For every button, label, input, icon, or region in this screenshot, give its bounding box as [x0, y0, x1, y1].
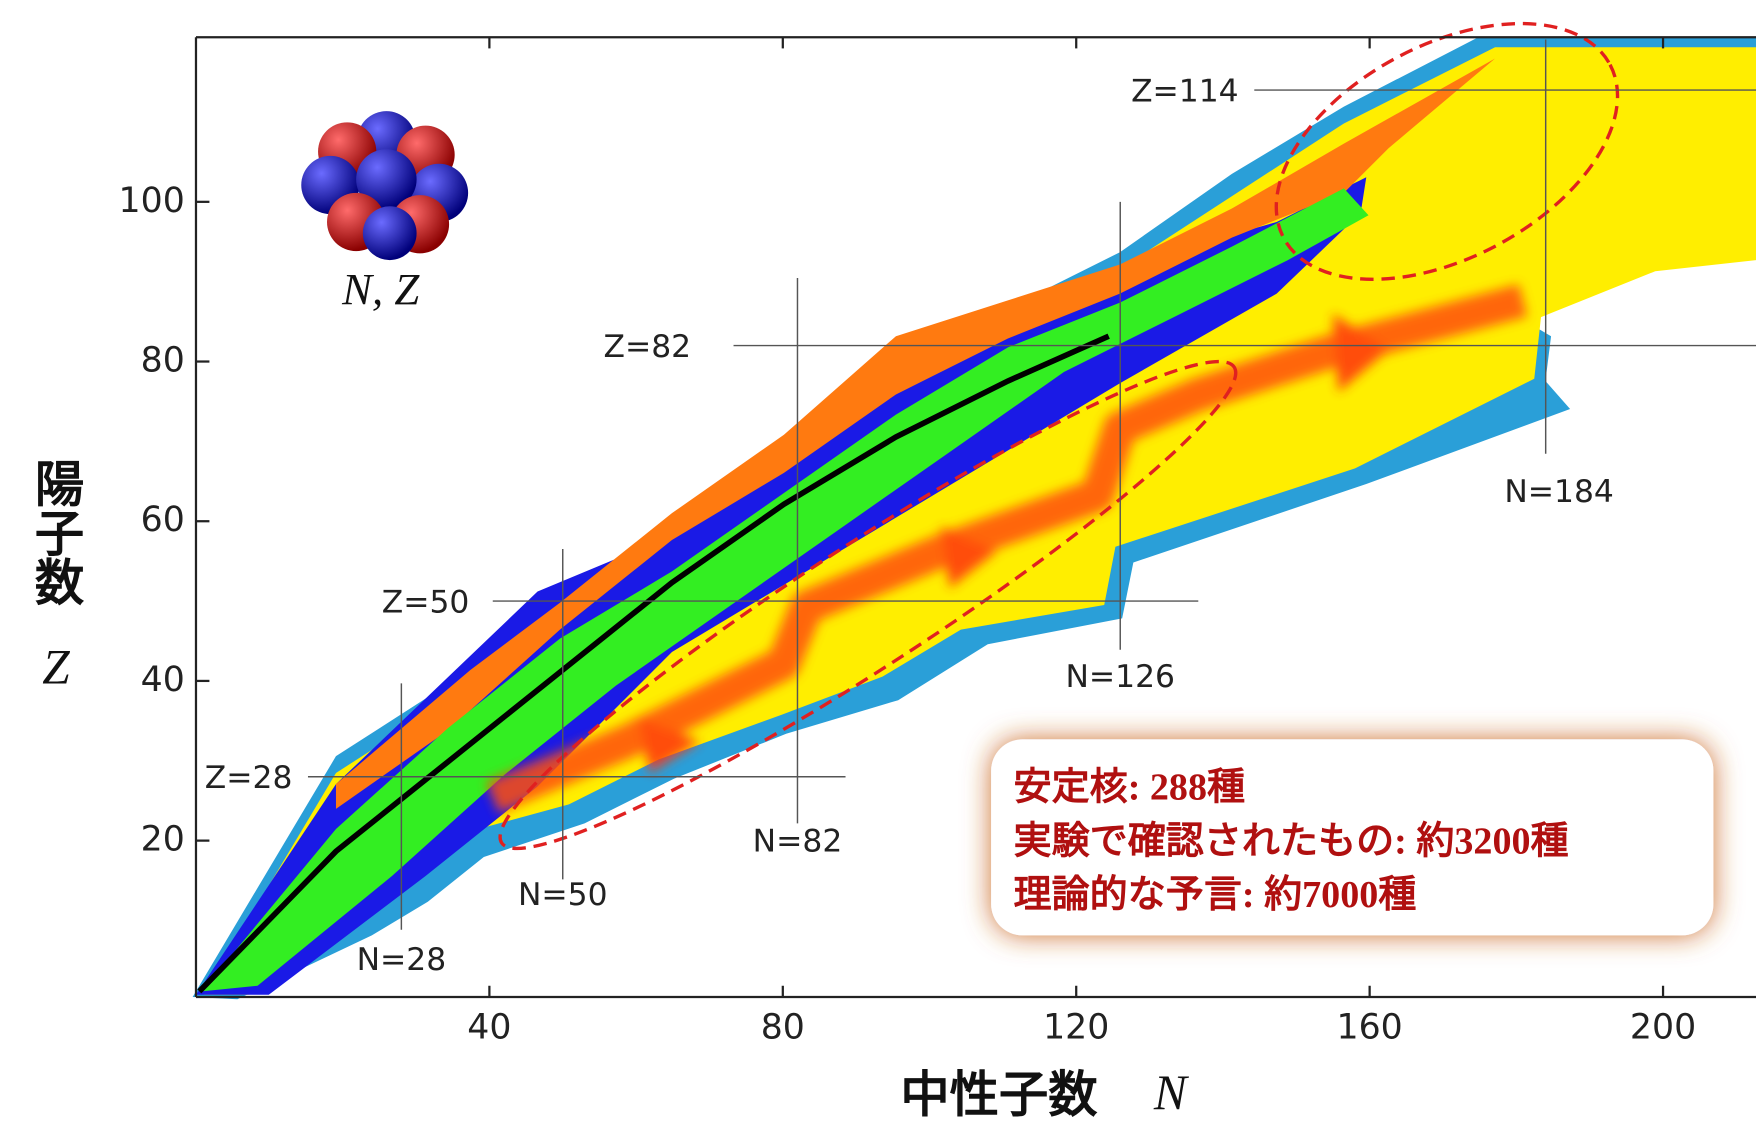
y-tick-label: 60 [141, 500, 185, 540]
x-axis-symbol: N [1153, 1065, 1190, 1120]
note-box: 安定核: 288種 実験で確認されたもの: 約3200種 理論的な予言: 約70… [991, 739, 1713, 935]
magic-label: N=50 [518, 877, 608, 913]
magic-label: Z=28 [205, 760, 293, 796]
chart: N, Z 陽子数 Z 中性子数 N 安定核: 288種 実験で確認されたもの: … [0, 0, 1756, 1126]
x-tick-label: 200 [1630, 1007, 1696, 1047]
magic-label: Z=114 [1131, 73, 1239, 109]
nucleus-icon [301, 111, 468, 260]
magic-label: Z=82 [603, 329, 691, 365]
note-line: 安定核: 288種 [1014, 767, 1246, 809]
y-tick-label: 80 [141, 341, 185, 381]
magic-label: N=126 [1065, 659, 1175, 695]
magic-label: N=82 [753, 823, 843, 859]
note-line: 実験で確認されたもの: 約3200種 [1014, 820, 1569, 862]
y-tick-label: 100 [119, 181, 185, 221]
magic-label: N=184 [1504, 474, 1614, 510]
y-tick-label: 20 [141, 820, 185, 860]
magic-label: N=28 [357, 942, 447, 978]
x-tick-label: 120 [1043, 1007, 1109, 1047]
y-axis-title: 陽子数 [27, 458, 85, 606]
magic-label: Z=50 [382, 584, 470, 620]
x-tick-label: 40 [467, 1007, 511, 1047]
x-axis-title: 中性子数 [900, 1065, 1098, 1123]
x-tick-label: 80 [761, 1007, 805, 1047]
y-tick-label: 40 [141, 660, 185, 700]
icon-label: N, Z [341, 264, 420, 314]
note-line: 理論的な予言: 約7000種 [1014, 874, 1417, 916]
y-axis-symbol: Z [42, 640, 70, 695]
x-tick-label: 160 [1337, 1007, 1403, 1047]
